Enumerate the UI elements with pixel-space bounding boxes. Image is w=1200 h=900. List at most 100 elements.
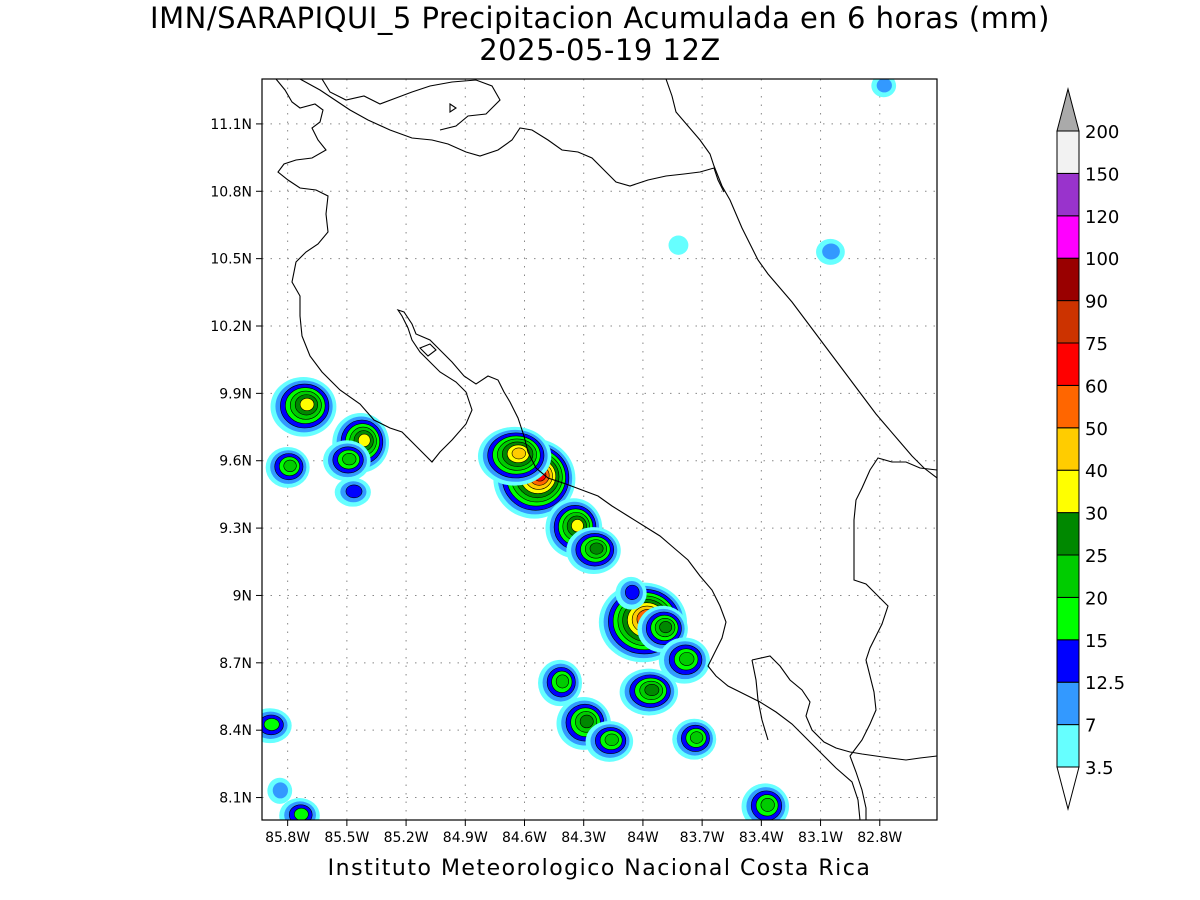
rain-contour	[263, 718, 280, 731]
colorbar-segment	[1056, 596, 1080, 641]
rain-contour	[659, 621, 673, 634]
rain-cell	[279, 798, 320, 820]
golfo-dulce	[751, 659, 769, 741]
rain-contour	[358, 433, 371, 447]
rain-cell	[637, 605, 688, 653]
colorbar-label: 75	[1085, 334, 1108, 355]
rain-cell	[816, 238, 845, 265]
colorbar-label: 50	[1085, 419, 1108, 440]
colorbar-lower-arrow	[1056, 766, 1080, 811]
rain-cell	[615, 576, 647, 610]
rain-contour	[760, 798, 775, 812]
lon-tick-label: 84.3W	[561, 830, 606, 846]
title-line-1: IMN/SARAPIQUI_5 Precipitacion Acumulada …	[150, 1, 1050, 35]
lat-tick-label: 9N	[233, 588, 252, 604]
pacific-coast-north	[275, 79, 861, 820]
colorbar-segment	[1056, 469, 1080, 514]
lat-tick-label: 10.2N	[210, 319, 252, 335]
rain-contour	[272, 782, 288, 799]
map-title: IMN/SARAPIQUI_5 Precipitacion Acumulada …	[0, 2, 1200, 66]
lon-tick-label: 83.7W	[680, 830, 725, 846]
colorbar-label: 12.5	[1085, 673, 1125, 694]
osa-peninsula	[751, 655, 937, 761]
rain-cell	[267, 777, 293, 804]
lat-tick-label: 9.3N	[219, 521, 252, 537]
colorbar-label: 7	[1085, 716, 1096, 737]
colorbar-label: 200	[1085, 122, 1119, 143]
lat-tick-label: 8.4N	[219, 723, 252, 739]
colorbar-segment	[1056, 300, 1080, 344]
caribbean-coast	[665, 79, 937, 479]
colorbar-segment	[1056, 554, 1080, 598]
colorbar-segment	[1056, 257, 1080, 302]
rain-cell	[566, 527, 621, 574]
colorbar-segment	[1056, 130, 1080, 174]
lon-tick-label: 85.8W	[265, 830, 310, 846]
title-line-2: 2025-05-19 12Z	[479, 33, 721, 67]
rain-contour	[625, 584, 640, 600]
rain-cell	[672, 718, 717, 760]
rain-contour	[604, 733, 619, 746]
lat-tick-label: 9.9N	[219, 386, 252, 402]
rain-cell	[538, 659, 583, 707]
colorbar-label: 25	[1085, 546, 1108, 567]
rain-contour	[690, 731, 704, 744]
colorbar-label: 3.5	[1085, 758, 1114, 779]
lon-tick-label: 85.2W	[384, 830, 429, 846]
rain-cell	[871, 79, 897, 98]
colorbar-segment	[1056, 512, 1080, 556]
rain-contour	[822, 243, 840, 260]
lon-tick-label: 84W	[627, 830, 659, 846]
plot-frame	[261, 78, 938, 821]
rain-contour	[668, 235, 689, 255]
rain-cell	[265, 447, 310, 488]
rain-contour	[589, 542, 604, 555]
precipitation-layer	[262, 79, 897, 820]
northern-border	[299, 79, 725, 193]
lat-tick-label: 10.8N	[210, 184, 252, 200]
colorbar-segment	[1056, 342, 1080, 386]
rain-contour	[299, 397, 315, 412]
colorbar-segment	[1056, 639, 1080, 683]
colorbar: 3.5 7 12.5 15 20 25 30 40 50 60 75 90 100 120 150 200	[1056, 87, 1125, 811]
lon-tick-label: 82.8W	[857, 830, 902, 846]
rain-cell	[262, 708, 292, 744]
rain-cell	[323, 440, 371, 482]
panama-border	[849, 457, 937, 820]
colorbar-label: 40	[1085, 461, 1108, 482]
colorbar-segment	[1056, 681, 1080, 726]
colorbar-label: 100	[1085, 249, 1119, 270]
lat-tick-label: 10.5N	[210, 252, 252, 268]
colorbar-label: 150	[1085, 164, 1119, 185]
lon-tick-label: 85.5W	[324, 830, 369, 846]
lat-tick-label: 9.6N	[219, 454, 252, 470]
rain-cell	[334, 477, 371, 507]
rain-cell	[477, 426, 552, 486]
rain-contour	[283, 459, 297, 473]
rain-cell	[658, 637, 710, 684]
colorbar-label: 30	[1085, 504, 1108, 525]
lat-tick-label: 8.7N	[219, 656, 252, 672]
colorbar-label: 60	[1085, 376, 1108, 397]
colorbar-label: 15	[1085, 631, 1108, 652]
rain-contour	[644, 684, 660, 696]
footer-credit: Instituto Meteorologico Nacional Costa R…	[327, 856, 872, 881]
rain-contour	[511, 447, 526, 460]
rain-contour	[555, 674, 570, 689]
rain-cell	[619, 668, 679, 716]
lon-tick-label: 83.1W	[798, 830, 843, 846]
rain-cell	[668, 235, 689, 255]
colorbar-segment	[1056, 427, 1080, 471]
lat-tick-label: 11.1N	[210, 117, 252, 133]
colorbar-segment	[1056, 724, 1080, 768]
small-island-north	[449, 102, 457, 114]
rain-cell	[585, 720, 634, 762]
colorbar-upper-arrow	[1056, 87, 1080, 132]
lake-nicaragua-shore	[321, 79, 501, 131]
colorbar-label: 90	[1085, 292, 1108, 313]
colorbar-label: 120	[1085, 207, 1119, 228]
nicoya-island	[419, 343, 437, 357]
rain-contour	[293, 807, 309, 820]
lon-tick-label: 84.6W	[502, 830, 547, 846]
coastlines	[275, 79, 937, 820]
